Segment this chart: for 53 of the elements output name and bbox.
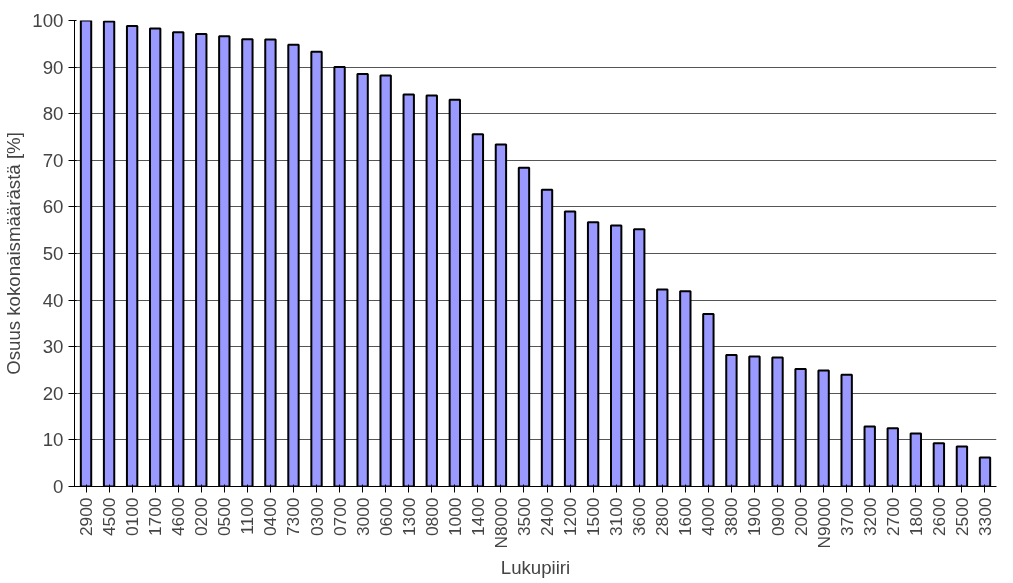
x-tick-label: 0400: [260, 497, 281, 537]
x-tick-label: 0900: [767, 497, 788, 537]
x-tick-label: 1600: [675, 497, 696, 537]
x-tick-label: 1800: [905, 497, 926, 537]
y-tick-label: 30: [42, 336, 64, 358]
x-tick-label: 0200: [191, 497, 212, 537]
x-tick-label: 1300: [398, 497, 419, 537]
x-tick-label: 0700: [329, 497, 350, 537]
x-tick-label: 4500: [99, 497, 120, 537]
y-tick-label: 100: [32, 10, 64, 31]
x-axis-title: Lukupiiri: [500, 556, 571, 578]
y-tick-label: 0: [53, 476, 64, 497]
x-tick-label: 2900: [76, 497, 97, 537]
x-tick-label: 3700: [836, 497, 857, 537]
x-tick-label: 0500: [214, 497, 235, 537]
x-tick-label: 4000: [698, 497, 719, 537]
x-tick-label: N9000: [813, 497, 834, 549]
y-tick-label: 10: [42, 429, 64, 451]
x-tick-label: 3500: [513, 497, 534, 537]
x-tick-label: 0600: [375, 497, 396, 537]
y-tick-label: 80: [42, 103, 64, 125]
x-tick-label: 0800: [421, 497, 442, 537]
y-tick-label: 20: [42, 382, 64, 404]
x-tick-label: 1500: [583, 497, 604, 537]
x-tick-label: 1000: [444, 497, 465, 537]
x-tick-label: 4600: [168, 497, 189, 537]
x-tick-label: 1100: [237, 497, 258, 535]
x-tick-label: 1900: [744, 497, 765, 537]
x-tick-label: 2700: [882, 497, 903, 537]
x-tick-label: 3300: [974, 497, 995, 537]
x-tick-label: 3600: [629, 497, 650, 537]
x-tick-label: 0100: [122, 497, 143, 537]
y-tick-label: 50: [42, 243, 64, 264]
y-tick-label: 40: [42, 289, 64, 311]
x-tick-label: 3800: [721, 497, 742, 537]
y-tick-label: 60: [42, 196, 64, 218]
x-tick-label: 2500: [951, 497, 972, 537]
x-tick-label: 2000: [790, 497, 811, 537]
x-tick-label: 1200: [560, 497, 581, 537]
x-tick-label: 3100: [606, 497, 627, 537]
y-axis-title: Osuus kokonaismäärästä [%]: [3, 132, 25, 375]
x-tick-label: 7300: [283, 497, 304, 537]
x-tick-label: 1700: [145, 497, 166, 537]
x-tick-label: 2800: [652, 497, 673, 537]
x-tick-label: 1400: [467, 497, 488, 537]
x-tick-label: N8000: [490, 497, 511, 549]
x-tick-label: 3000: [352, 497, 373, 537]
x-tick-label: 3200: [859, 497, 880, 537]
y-tick-label: 70: [42, 149, 64, 171]
y-tick-label: 90: [42, 56, 64, 78]
x-tick-label: 2400: [537, 497, 558, 537]
x-tick-label: 0300: [306, 497, 327, 537]
x-tick-label: 2600: [928, 497, 949, 537]
